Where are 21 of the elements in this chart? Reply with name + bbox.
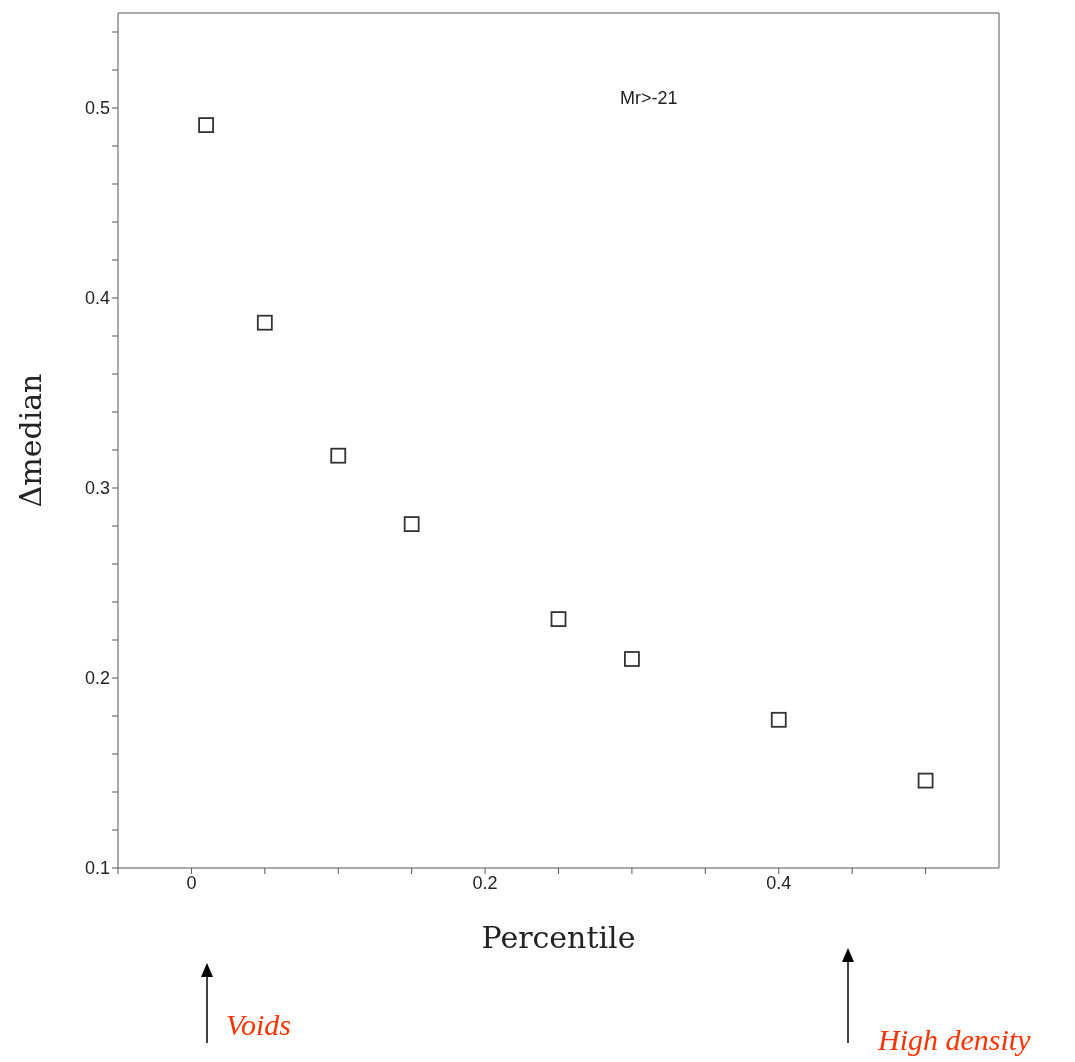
annotation: Mr>-21	[620, 88, 678, 109]
point	[550, 611, 567, 627]
y-tick-label: 0.1	[84, 858, 110, 879]
point	[917, 772, 934, 789]
point	[330, 447, 347, 464]
x-tick-label: 0.4	[766, 872, 792, 893]
text: Voids	[226, 1008, 292, 1042]
point	[624, 651, 640, 667]
point	[198, 117, 214, 133]
y-tick-label: 0.4	[84, 288, 110, 309]
point	[403, 516, 420, 532]
x-tick-label: 0	[186, 872, 197, 893]
y-tick-label: 0.5	[84, 98, 110, 119]
point	[770, 711, 787, 728]
y-axis-title: Δmedian	[12, 373, 48, 508]
y-tick-label: 0.3	[84, 478, 110, 499]
x-axis-title: Percentile	[481, 920, 636, 955]
x-tick-label: 0.2	[472, 872, 498, 893]
y-tick-label: 0.2	[84, 668, 110, 689]
point	[256, 314, 273, 331]
text: High density	[878, 1023, 1031, 1057]
